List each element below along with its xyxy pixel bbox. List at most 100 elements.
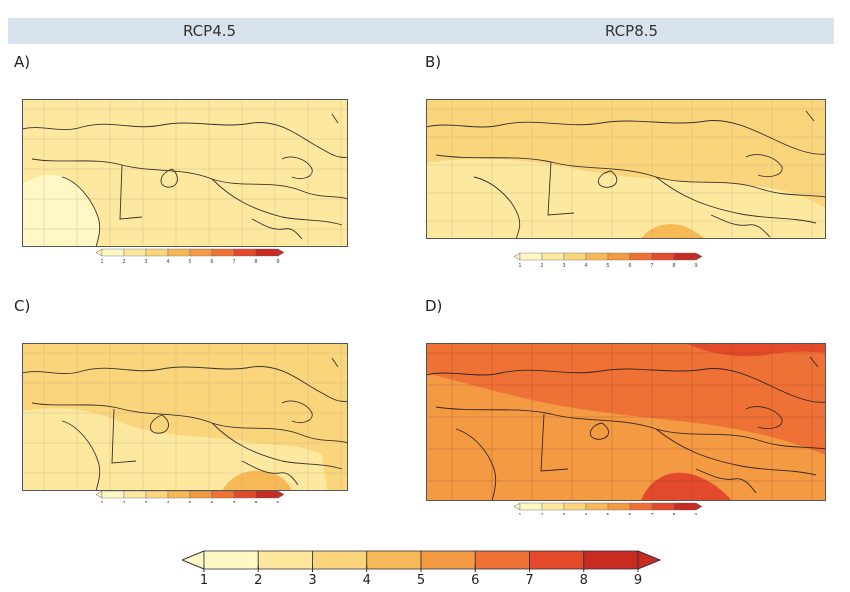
mini-legend-label: 1 (518, 263, 521, 269)
legend-cell (257, 550, 313, 570)
legend-cell (366, 550, 422, 570)
mini-legend-cell (563, 252, 587, 261)
mini-legend-label: 3 (562, 513, 565, 515)
mini-legend-cell (585, 252, 609, 261)
mini-legend-cell (255, 490, 279, 499)
legend-tick-label: 7 (525, 573, 533, 588)
mini-legend-cell (167, 490, 191, 499)
mini-legend-cell (673, 252, 697, 261)
map-a-borders (22, 113, 348, 248)
map-b-frame (426, 99, 826, 239)
mini-legend-cell (651, 252, 675, 261)
mini-legend-label: 7 (650, 263, 653, 269)
mini-legend-cell (145, 490, 169, 499)
mini-legend-cell (101, 490, 125, 499)
panel-label-d: D) (425, 297, 443, 315)
mini-legend-label: 2 (122, 259, 125, 265)
mini-legend-cell (629, 252, 653, 261)
map-a-colorbar: 1 2 3 4 5 6 7 8 9 (95, 248, 285, 265)
panel-label-a: A) (14, 53, 31, 71)
mini-legend-cell (651, 502, 675, 511)
mini-legend-label: 7 (232, 259, 235, 265)
mini-legend-cell (123, 490, 147, 499)
mini-legend-label: 6 (628, 513, 631, 515)
mini-legend-cell (563, 502, 587, 511)
mini-legend-cell (123, 248, 147, 257)
mini-legend-label: 5 (188, 259, 191, 265)
map-panel-b: 1 2 3 4 5 6 7 8 9 (426, 99, 826, 271)
legend-cell (420, 550, 476, 570)
mini-legend-label: 2 (540, 513, 543, 515)
legend-tick-label: 2 (254, 573, 262, 588)
mini-legend-cell (211, 490, 235, 499)
map-b-high-region (641, 224, 706, 239)
mini-legend-cell (233, 248, 257, 257)
mini-under-arrow (95, 490, 103, 499)
mini-over-arrow (277, 248, 285, 257)
legend-tick-label: 4 (363, 573, 371, 588)
mini-legend-label: 9 (694, 263, 697, 269)
mini-legend-label: 4 (166, 259, 169, 265)
legend-cell (529, 550, 585, 570)
map-panel-c: 1 2 3 4 5 6 7 8 9 (22, 343, 348, 503)
mini-legend-cell (255, 248, 279, 257)
mini-legend-label: 9 (694, 513, 697, 515)
mini-legend-label: 4 (584, 513, 587, 515)
mini-legend-cell (607, 252, 631, 261)
map-c-high-region (222, 470, 292, 491)
map-b-borders (426, 110, 826, 240)
mini-legend-cell (145, 248, 169, 257)
mini-legend-label: 5 (188, 501, 191, 503)
mini-legend-cell (607, 502, 631, 511)
mini-legend-label: 1 (100, 501, 103, 503)
map-d-high-south (641, 472, 732, 501)
mini-legend-label: 9 (276, 259, 279, 265)
legend-tick-label: 8 (580, 573, 588, 588)
map-c-grid (22, 343, 348, 491)
mini-legend-cell (519, 252, 543, 261)
map-c-colorbar: 1 2 3 4 5 6 7 8 9 (95, 490, 285, 503)
map-d-colorbar: 1 2 3 4 5 6 7 8 9 (513, 502, 703, 515)
legend-under-arrow (180, 550, 205, 570)
legend-tick-label: 1 (200, 573, 208, 588)
map-d-grid (426, 343, 826, 501)
map-panel-a: 1 2 3 4 5 6 7 8 9 (22, 99, 348, 271)
main-legend: 1 2 3 4 5 6 7 8 9 (180, 548, 662, 588)
mini-legend-label: 7 (650, 513, 653, 515)
map-a-frame (22, 99, 348, 247)
legend-tick-label: 3 (308, 573, 316, 588)
mini-over-arrow (695, 252, 703, 261)
legend-cell (474, 550, 530, 570)
mini-legend-label: 1 (100, 259, 103, 265)
mini-legend-label: 3 (144, 259, 147, 265)
mini-legend-label: 6 (628, 263, 631, 269)
map-panel-d: 1 2 3 4 5 6 7 8 9 (426, 343, 826, 515)
mini-over-arrow (695, 502, 703, 511)
legend-tick-label: 9 (634, 573, 642, 588)
mini-legend-cell (519, 502, 543, 511)
map-c-frame (22, 343, 348, 491)
mini-legend-cell (541, 252, 565, 261)
map-d-frame (426, 343, 826, 501)
mini-legend-cell (629, 502, 653, 511)
mini-legend-label: 3 (144, 501, 147, 503)
mini-under-arrow (513, 502, 521, 511)
mini-legend-label: 4 (584, 263, 587, 269)
map-c-borders (22, 357, 348, 492)
legend-cell (203, 550, 259, 570)
mini-under-arrow (513, 252, 521, 261)
legend-cell (312, 550, 368, 570)
mini-legend-cell (101, 248, 125, 257)
mini-under-arrow (95, 248, 103, 257)
mini-legend-cell (189, 248, 213, 257)
mini-legend-label: 2 (122, 501, 125, 503)
legend-tick-labels: 1 2 3 4 5 6 7 8 9 (200, 565, 642, 588)
scenario-header: RCP4.5 RCP8.5 (8, 18, 834, 44)
mini-legend-label: 8 (254, 501, 257, 503)
mini-over-arrow (277, 490, 285, 499)
mini-legend-label: 5 (606, 513, 609, 515)
mini-legend-label: 8 (672, 263, 675, 269)
legend-tick-label: 5 (417, 573, 425, 588)
mini-legend-label: 7 (232, 501, 235, 503)
mini-legend-cell (541, 502, 565, 511)
